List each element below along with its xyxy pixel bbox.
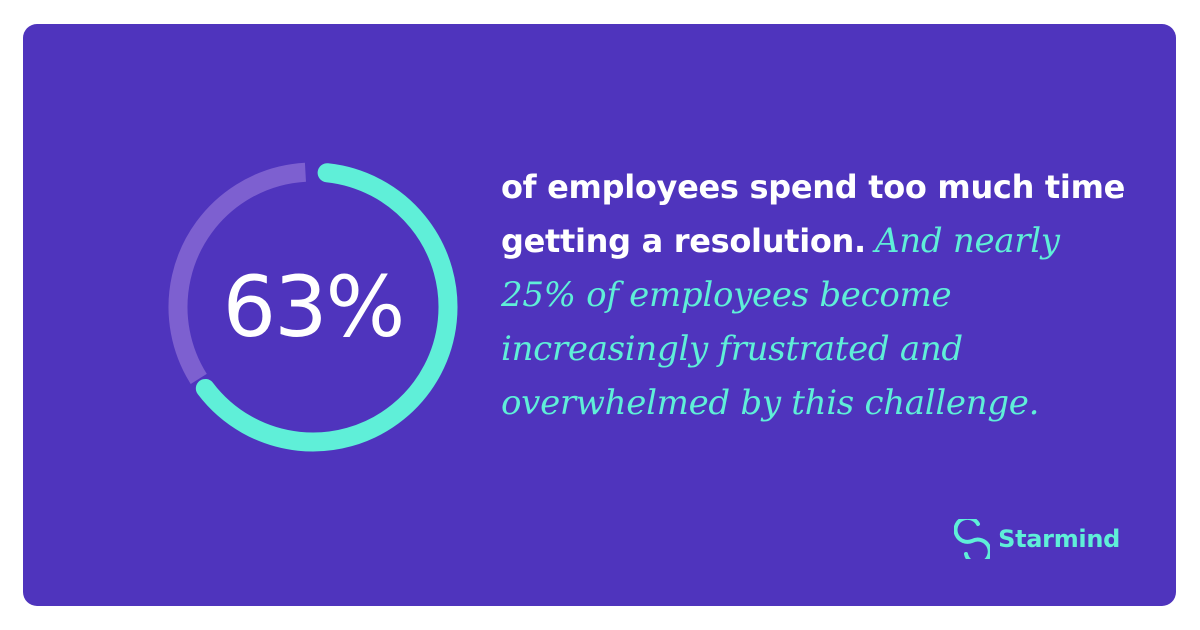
stat-value: 63% xyxy=(222,258,406,356)
progress-ring-graphic xyxy=(168,162,458,452)
stat-card: 63% of employees spend too much time get… xyxy=(23,24,1176,606)
stat-lead-text: of employees spend too much time getting… xyxy=(501,168,1126,260)
ring-track xyxy=(168,162,458,452)
stat-follow-text: And nearly 25% of employees become incre… xyxy=(501,221,1060,423)
progress-ring: 63% xyxy=(163,157,463,457)
starmind-s-icon xyxy=(954,519,991,559)
stat-description: of employees spend too much time getting… xyxy=(501,160,1141,430)
logo-wordmark: Starmind xyxy=(998,525,1120,553)
starmind-logo: Starmind xyxy=(954,519,1120,559)
ring-fill xyxy=(168,162,458,452)
